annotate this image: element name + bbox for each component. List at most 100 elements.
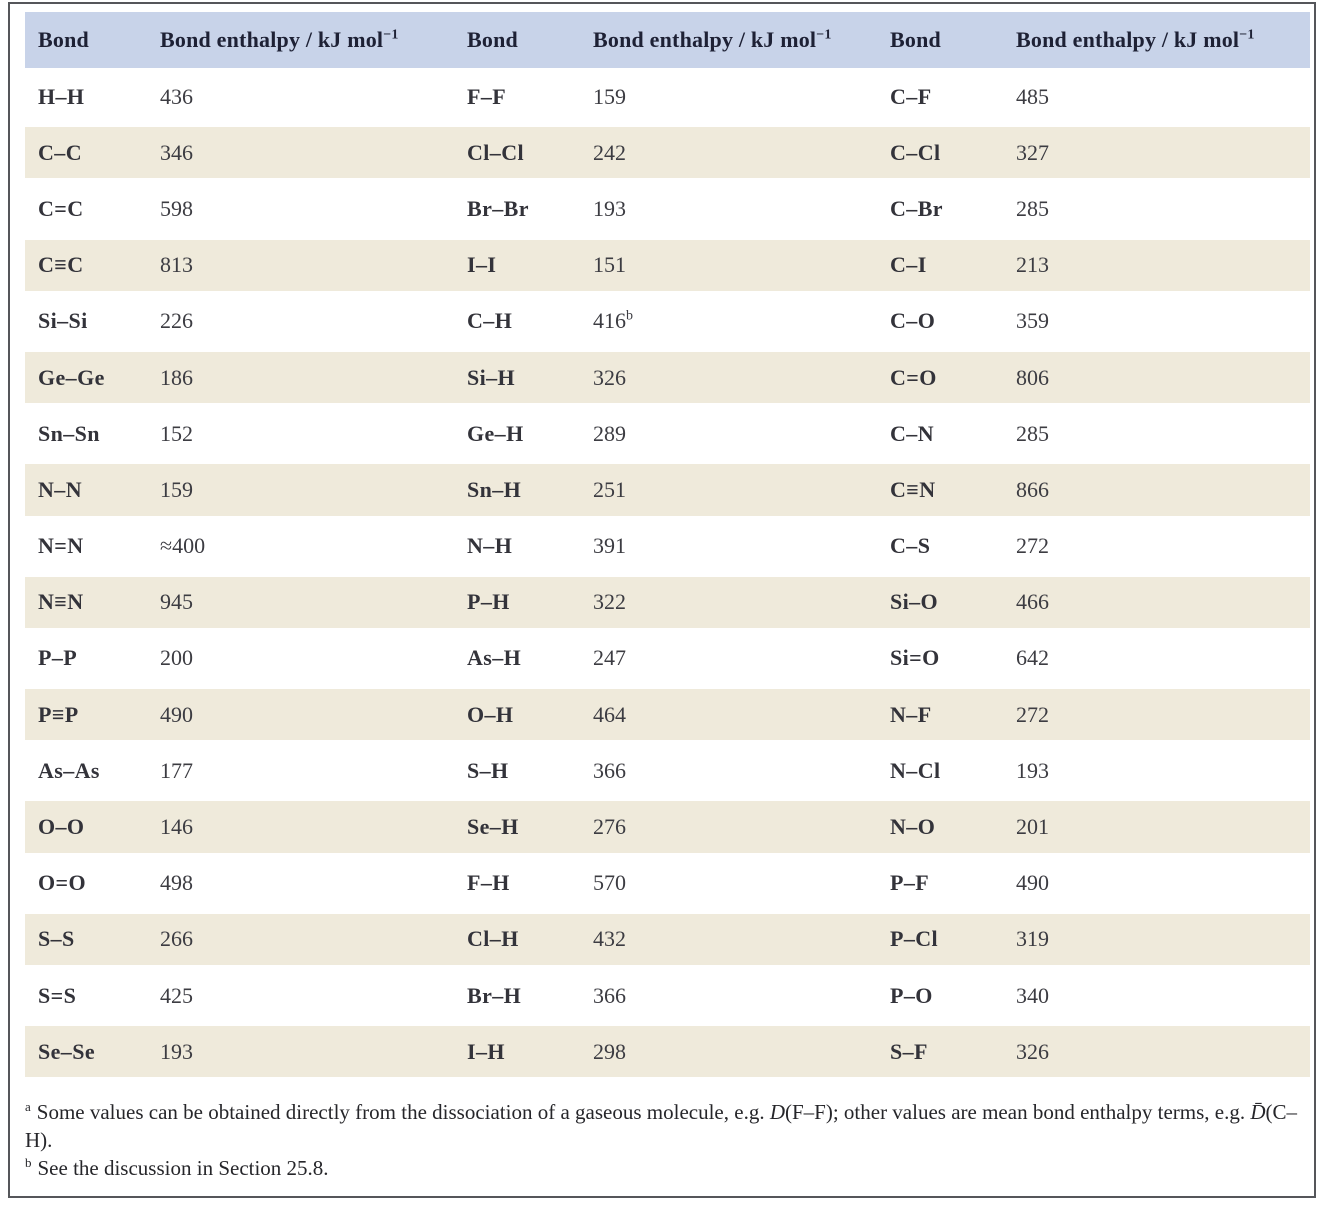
header-bond-label-3: Bond xyxy=(890,27,941,52)
bond-cell: Se–Se xyxy=(38,1038,95,1064)
table-row: P≡P 490 O–H 464 N–F 272 xyxy=(25,686,1310,743)
bond-cell: Ge–Ge xyxy=(38,364,105,390)
enthalpy-cell: 146 xyxy=(160,814,193,840)
table-row: O=O 498 F–H 570 P–F 490 xyxy=(25,854,1310,911)
enthalpy-cell: 298 xyxy=(593,1038,626,1064)
enthalpy-cell: 177 xyxy=(160,757,193,783)
enthalpy-cell: 326 xyxy=(1016,1038,1049,1064)
bond-cell: N–O xyxy=(890,814,936,840)
table-row: N≡N 945 P–H 322 Si–O 466 xyxy=(25,573,1310,630)
enthalpy-cell: 326 xyxy=(593,364,626,390)
bond-cell: O–O xyxy=(38,814,85,840)
enthalpy-cell: 498 xyxy=(160,870,193,896)
table-row: C=C 598 Br–Br 193 C–Br 285 xyxy=(25,180,1310,237)
bond-cell: Br–H xyxy=(467,982,522,1008)
enthalpy-cell: 152 xyxy=(160,420,193,446)
bond-cell: Br–Br xyxy=(467,195,529,221)
enthalpy-cell: 272 xyxy=(1016,701,1049,727)
bond-cell: Sn–H xyxy=(467,476,522,502)
bond-cell: C=C xyxy=(38,195,84,221)
bond-cell: C–I xyxy=(890,252,927,278)
enthalpy-cell: 466 xyxy=(1016,589,1049,615)
enthalpy-cell: 485 xyxy=(1016,83,1049,109)
header-enthalpy-label-3: Bond enthalpy / kJ mol−1 xyxy=(1016,27,1255,52)
bond-cell: P–F xyxy=(890,870,930,896)
bond-cell: C–H xyxy=(467,308,513,334)
table-body: H–H 436 F–F 159 C–F 485 C–C 346 Cl–Cl 24… xyxy=(25,68,1310,1080)
footnote-b-marker: b xyxy=(25,1154,32,1170)
bond-cell: C–N xyxy=(890,420,934,446)
table-row: N–N 159 Sn–H 251 C≡N 866 xyxy=(25,461,1310,518)
enthalpy-cell: 432 xyxy=(593,926,626,952)
footnotes: a Some values can be obtained directly fr… xyxy=(25,1099,1314,1182)
header-enthalpy-label-2: Bond enthalpy / kJ mol−1 xyxy=(593,27,832,52)
bond-cell: N–H xyxy=(467,533,513,559)
enthalpy-cell: 272 xyxy=(1016,533,1049,559)
table-header-row: Bond Bond enthalpy / kJ mol−1 Bond Bond … xyxy=(25,12,1310,68)
enthalpy-cell: 642 xyxy=(1016,645,1049,671)
enthalpy-cell: 327 xyxy=(1016,139,1049,165)
enthalpy-cell: 366 xyxy=(593,982,626,1008)
bond-cell: H–H xyxy=(38,83,85,109)
superscript-minus-one: −1 xyxy=(1239,27,1255,43)
enthalpy-cell: 806 xyxy=(1016,364,1049,390)
bond-cell: Si=O xyxy=(890,645,940,671)
footnote-a-marker: a xyxy=(25,1099,31,1115)
bond-cell: C≡C xyxy=(38,252,84,278)
bond-cell: S–H xyxy=(467,757,509,783)
enthalpy-cell: 193 xyxy=(1016,757,1049,783)
table-row: O–O 146 Se–H 276 N–O 201 xyxy=(25,798,1310,855)
bond-cell: I–H xyxy=(467,1038,505,1064)
enthalpy-cell: 193 xyxy=(593,195,626,221)
bond-cell: C–Br xyxy=(890,195,943,221)
bond-cell: N–N xyxy=(38,476,82,502)
bond-cell: O=O xyxy=(38,870,86,896)
table-row: H–H 436 F–F 159 C–F 485 xyxy=(25,68,1310,125)
enthalpy-cell: ≈400 xyxy=(160,533,206,559)
bond-cell: Si–H xyxy=(467,364,516,390)
enthalpy-cell: 242 xyxy=(593,139,626,165)
bond-enthalpy-table: Bond Bond enthalpy / kJ mol−1 Bond Bond … xyxy=(8,2,1316,1198)
footnote-a: a Some values can be obtained directly fr… xyxy=(25,1099,1298,1153)
bond-cell: Ge–H xyxy=(467,420,524,446)
table-row: Se–Se 193 I–H 298 S–F 326 xyxy=(25,1023,1310,1080)
bond-cell: Se–H xyxy=(467,814,519,840)
bond-cell: S–S xyxy=(38,926,75,952)
header-bond-label-2: Bond xyxy=(467,27,518,52)
bond-cell: C–S xyxy=(890,533,931,559)
bond-cell: P–P xyxy=(38,645,78,671)
bond-cell: C–Cl xyxy=(890,139,941,165)
bond-cell: C–O xyxy=(890,308,936,334)
mean-bond-enthalpy-symbol: D̄ xyxy=(1250,1100,1266,1125)
enthalpy-cell: 490 xyxy=(160,701,193,727)
table-row: C–C 346 Cl–Cl 242 C–Cl 327 xyxy=(25,124,1310,181)
enthalpy-cell: 276 xyxy=(593,814,626,840)
enthalpy-cell: 425 xyxy=(160,982,193,1008)
bond-cell: C≡N xyxy=(890,476,936,502)
bond-cell: N–Cl xyxy=(890,757,941,783)
enthalpy-cell: 366 xyxy=(593,757,626,783)
bond-cell: As–H xyxy=(467,645,522,671)
enthalpy-cell: 598 xyxy=(160,195,193,221)
bond-cell: F–F xyxy=(467,83,507,109)
bond-cell: N–F xyxy=(890,701,932,727)
bond-cell: S–F xyxy=(890,1038,928,1064)
table-row: Sn–Sn 152 Ge–H 289 C–N 285 xyxy=(25,405,1310,462)
footnote-b: b See the discussion in Section 25.8. xyxy=(25,1154,329,1180)
table-row: Si–Si 226 C–H 416b C–O 359 xyxy=(25,292,1310,349)
bond-cell: Si–O xyxy=(890,589,939,615)
table-row: C≡C 813 I–I 151 C–I 213 xyxy=(25,236,1310,293)
enthalpy-cell: 251 xyxy=(593,476,626,502)
bond-cell: I–I xyxy=(467,252,497,278)
bond-cell: S=S xyxy=(38,982,77,1008)
enthalpy-cell: 266 xyxy=(160,926,193,952)
enthalpy-cell: 346 xyxy=(160,139,193,165)
table-row: As–As 177 S–H 366 N–Cl 193 xyxy=(25,742,1310,799)
enthalpy-cell: 359 xyxy=(1016,308,1049,334)
header-enthalpy-label-1: Bond enthalpy / kJ mol−1 xyxy=(160,27,399,52)
enthalpy-cell: 226 xyxy=(160,308,193,334)
bond-cell: N=N xyxy=(38,533,84,559)
enthalpy-cell: 200 xyxy=(160,645,193,671)
dissociation-enthalpy-symbol: D xyxy=(769,1100,785,1125)
footnote-marker: b xyxy=(626,309,633,325)
